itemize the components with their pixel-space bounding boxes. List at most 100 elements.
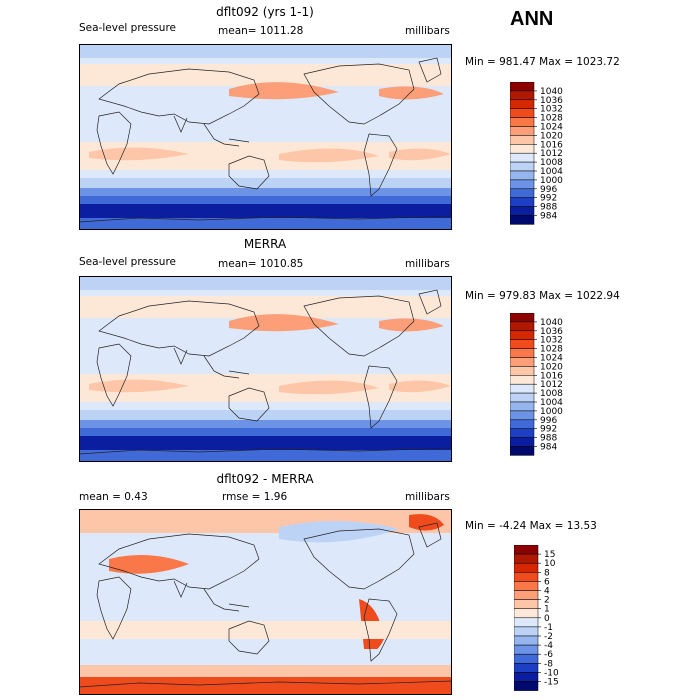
panel-2-colorbar-label-4: 1024 — [540, 354, 563, 364]
panel-2-map-coast — [79, 289, 452, 455]
panel-1-colorbar-label-6: 1016 — [540, 140, 563, 150]
panel-1-map-blob-natl — [379, 86, 444, 100]
panel-3-map-coast-line-8 — [79, 680, 452, 688]
panel-1-colorbar-swatch-10 — [510, 170, 535, 181]
panel-2-map-band-subpolar — [79, 296, 452, 318]
panel-2-map-coast-line-7 — [418, 289, 442, 315]
panel-2-colorbar-swatch-14 — [510, 437, 535, 447]
panel-3-colorbar-label-4: 4 — [544, 587, 550, 597]
panel-1-map-band-subpolar — [79, 64, 452, 86]
panel-3-map-coast-line-6 — [363, 598, 398, 662]
panel-2-map-band-s1 — [79, 410, 452, 420]
panel-1-colorbar-label-11: 996 — [540, 185, 557, 195]
panel-2-colorbar-swatch-9 — [510, 392, 535, 403]
panel-3-mean: mean = 0.43 — [79, 491, 148, 503]
panel-1-colorbar-label-0: 1040 — [540, 87, 563, 97]
panel-2-colorbar-swatch-4 — [510, 348, 535, 358]
panel-1-colorbar-swatch-4 — [510, 117, 535, 127]
panel-2-colorbar-swatch-2 — [510, 330, 535, 340]
panel-2-colorbar-label-6: 1016 — [540, 371, 563, 381]
panel-3-map-coast-line-2 — [173, 580, 188, 598]
panel-2-colorbar-label-11: 996 — [540, 416, 557, 426]
panel-2-colorbar-swatch-0 — [510, 313, 535, 323]
panel-1-map-coast-line-0 — [96, 111, 132, 175]
panel-1-map-coast-line-4 — [228, 155, 270, 190]
panel-1-colorbar-swatch-15 — [510, 215, 535, 225]
panel-3-map-coast-line-3 — [203, 588, 250, 612]
panel-1-map-coast-line-5 — [303, 63, 415, 125]
panel-2-map-coast-line-3 — [203, 355, 250, 379]
panel-2-map-blob-satl — [389, 380, 451, 393]
panel-3-colorbar-swatch-13 — [514, 663, 539, 673]
panel-1-colorbar-swatch-8 — [510, 152, 535, 163]
panel-3-colorbar-swatch-14 — [514, 672, 539, 682]
panel-1-colorbar-swatch-12 — [510, 188, 535, 198]
panel-2-mean: mean= 1010.85 — [218, 258, 304, 270]
panel-3-colorbar-swatch-5 — [514, 590, 539, 600]
panel-2-colorbar-swatch-15 — [510, 446, 535, 456]
panel-3-colorbar-swatch-0 — [514, 545, 539, 555]
panel-2-variable: Sea-level pressure — [79, 256, 177, 268]
panel-2-map-coast-line-0 — [96, 343, 132, 407]
panel-1-map-coast-line-7 — [418, 57, 442, 83]
panel-2-map-band-s3 — [79, 428, 452, 436]
panel-3-colorbar-label-10: -4 — [544, 641, 553, 651]
panel-2-units: millibars — [405, 258, 450, 270]
panel-3-colorbar-swatch-3 — [514, 572, 539, 582]
panel-2-colorbar-swatch-10 — [510, 401, 535, 412]
panel-1-map-coast-line-3 — [203, 123, 250, 147]
panel-3-colorbar-swatch-8 — [514, 617, 539, 628]
panel-3-map-coast-line-4 — [228, 620, 270, 655]
panel-3-map-blob-npac-neg — [279, 520, 399, 543]
panel-2-colorbar-swatch-7 — [510, 375, 535, 385]
panel-1-colorbar-swatch-6 — [510, 135, 535, 145]
panel-1-map-band-arctic — [79, 44, 452, 58]
panel-2-map-coast-line-6 — [363, 365, 398, 429]
panel-3-title: dflt092 - MERRA — [216, 472, 314, 486]
panel-3-map-frame — [79, 509, 452, 695]
panel-2-colorbar-swatch-8 — [510, 383, 535, 394]
panel-1-units: millibars — [405, 25, 450, 37]
panel-3-colorbar-swatch-10 — [514, 635, 539, 646]
season-label: ANN — [510, 8, 554, 30]
panel-1-map-frame — [79, 44, 452, 230]
panel-3-colorbar-label-2: 8 — [544, 568, 550, 578]
panel-2-colorbar: 1040103610321028102410201016101210081004… — [510, 313, 563, 456]
panel-2-colorbar-label-2: 1032 — [540, 336, 563, 346]
panel-1-colorbar-label-8: 1008 — [540, 158, 563, 168]
panel-3-map-coast-line-1 — [98, 533, 260, 590]
panel-3-map-coast-line-7 — [418, 522, 442, 548]
panel-1-colorbar-label-10: 1000 — [540, 176, 563, 186]
panel-1-map-blob-satl — [389, 148, 451, 161]
panel-3-colorbar-label-3: 6 — [544, 577, 550, 587]
panel-1-colorbar-label-3: 1028 — [540, 114, 563, 124]
panel-1-map-coast-line-2 — [173, 115, 188, 133]
panel-1-colorbar-label-2: 1032 — [540, 105, 563, 115]
panel-1-map-coast-line-1 — [98, 68, 260, 125]
panel-3-units: millibars — [405, 491, 450, 503]
panel-1-colorbar-swatch-14 — [510, 206, 535, 216]
panel-1-colorbar-label-12: 992 — [540, 194, 557, 204]
panel-3-colorbar-swatch-15 — [514, 681, 539, 691]
panel-3-map-coast-line-5 — [303, 528, 415, 590]
panel-3-map-blob-greenland — [409, 514, 444, 531]
panel-1-map-band-s5 — [79, 218, 452, 230]
panel-1-colorbar-swatch-0 — [510, 82, 535, 92]
panel-3-map-coast — [79, 522, 452, 688]
panel-2-map — [79, 276, 452, 462]
panel-1-colorbar-swatch-5 — [510, 126, 535, 136]
panel-1-colorbar-swatch-11 — [510, 179, 535, 190]
panel-1-map-coast-line-6 — [363, 133, 398, 197]
panel-2-colorbar-label-5: 1020 — [540, 362, 563, 372]
panel-2-colorbar-label-14: 984 — [540, 443, 557, 453]
panel-1-colorbar-label-4: 1024 — [540, 123, 563, 133]
panel-2-map-coast-line-4 — [228, 387, 270, 422]
panel-1-colorbar-label-9: 1004 — [540, 167, 563, 177]
panel-2-map-blob-spac — [279, 380, 379, 395]
panel-2-colorbar-label-7: 1012 — [540, 380, 563, 390]
panel-2-map-band-s2 — [79, 420, 452, 428]
panel-2-colorbar-swatch-5 — [510, 357, 535, 367]
panel-1-variable: Sea-level pressure — [79, 22, 177, 34]
panel-2-map-band-arctic — [79, 276, 452, 290]
